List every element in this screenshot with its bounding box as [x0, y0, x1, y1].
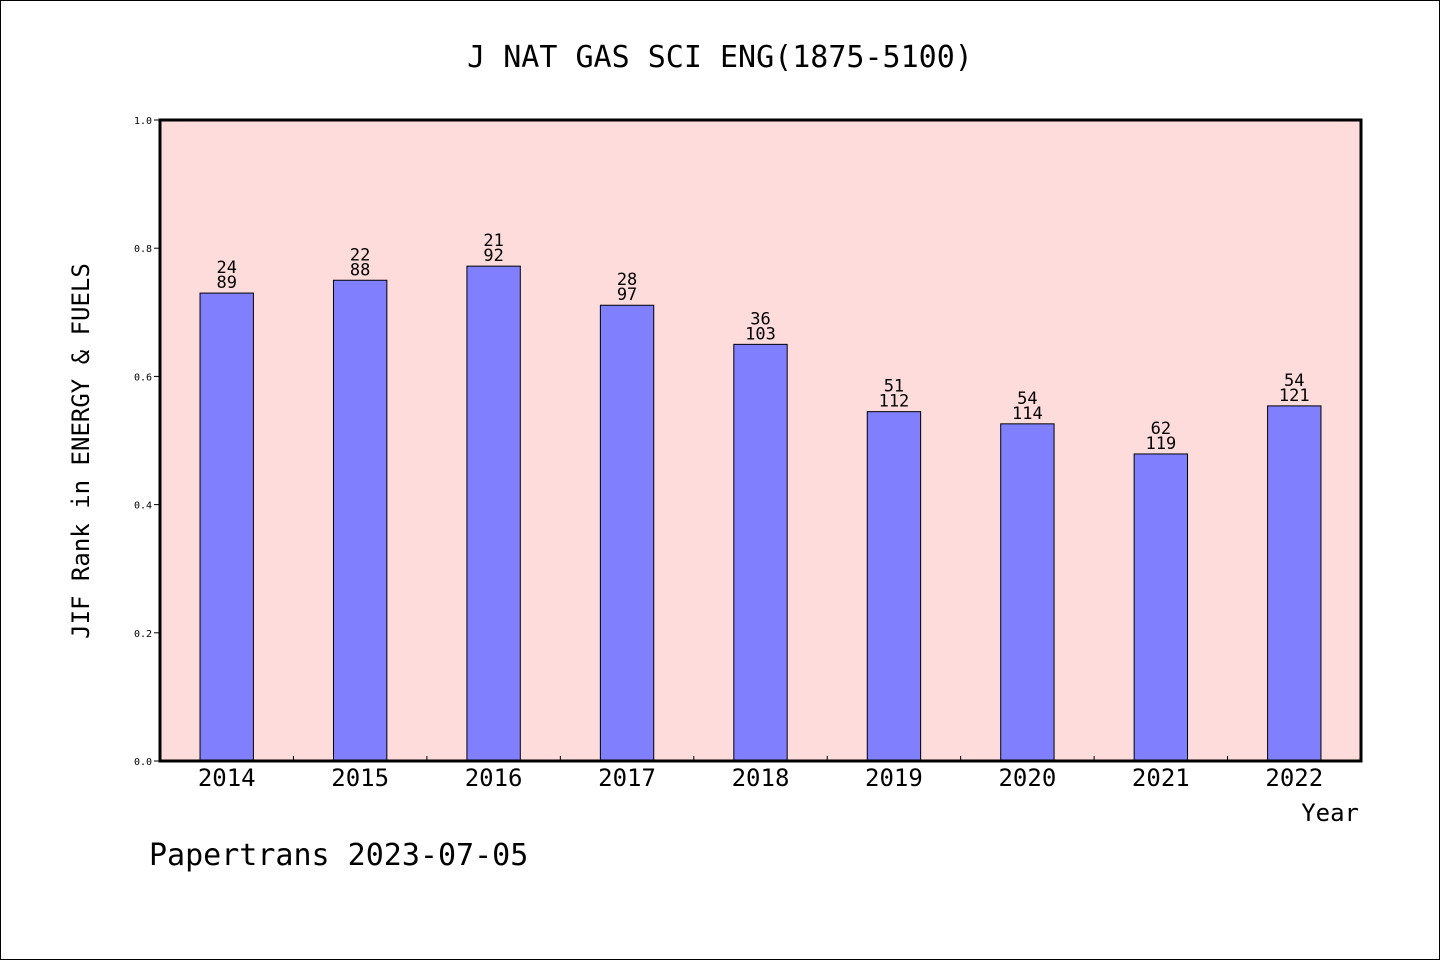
total-label-2015: 88	[350, 260, 370, 280]
chart-title: J NAT GAS SCI ENG(1875-5100)	[467, 40, 973, 75]
x-tick-label-2021: 2021	[1132, 764, 1190, 792]
total-label-2017: 97	[617, 285, 637, 305]
x-tick-label-2017: 2017	[598, 764, 656, 792]
total-label-2016: 92	[483, 246, 503, 266]
bar-2019	[866, 411, 922, 762]
bar-2014	[199, 292, 254, 762]
y-axis-label: JIF Rank in ENERGY & FUELS	[67, 263, 95, 639]
bar-2021	[1133, 453, 1189, 762]
bar-2020	[1000, 423, 1055, 762]
total-label-2022: 121	[1279, 386, 1310, 406]
plot-border	[158, 118, 1363, 763]
x-tick-label-2016: 2016	[465, 764, 523, 792]
rank-label-2017: 28	[617, 270, 637, 290]
total-label-2018: 103	[745, 324, 776, 344]
y-tick-label: 0.0	[134, 757, 152, 768]
rank-label-2019: 51	[884, 377, 904, 397]
rank-label-2016: 21	[483, 231, 503, 251]
bar-2017	[599, 304, 655, 762]
y-tick-label: 0.4	[134, 501, 152, 512]
bar-2022	[1267, 405, 1322, 762]
x-tick-label-2022: 2022	[1265, 764, 1323, 792]
y-tick-label: 0.2	[134, 629, 152, 640]
total-label-2020: 114	[1012, 404, 1043, 424]
x-tick-label-2020: 2020	[998, 764, 1056, 792]
footer-credit: Papertrans 2023-07-05	[149, 838, 528, 873]
bar-2015	[332, 279, 388, 762]
x-tick-label-2014: 2014	[198, 764, 256, 792]
total-label-2021: 119	[1145, 434, 1176, 454]
x-axis-ticks: 2014 2015 2016 2017 2018 2019 2020 2021 2022	[198, 756, 1323, 792]
rank-label-2021: 62	[1151, 419, 1171, 439]
total-label-2019: 112	[879, 392, 910, 412]
bars	[199, 265, 1322, 762]
y-tick-label: 0.6	[134, 372, 152, 383]
x-tick-label-2019: 2019	[865, 764, 923, 792]
x-axis-label: Year	[1301, 799, 1359, 827]
y-axis-ticks: 0.0 0.2 0.4 0.6 0.8 1.0	[134, 116, 160, 768]
bar-2016	[466, 265, 521, 762]
rank-label-2018: 36	[750, 309, 770, 329]
total-label-2014: 89	[216, 273, 236, 293]
rank-label-2022: 54	[1284, 371, 1304, 391]
x-tick-label-2018: 2018	[732, 764, 790, 792]
bar-2018	[733, 343, 788, 762]
y-tick-label: 0.8	[134, 244, 152, 255]
x-tick-label-2015: 2015	[331, 764, 389, 792]
rank-label-2014: 24	[216, 258, 236, 278]
y-tick-label: 1.0	[134, 116, 152, 127]
rank-label-2020: 54	[1017, 389, 1037, 409]
rank-label-2015: 22	[350, 245, 370, 265]
